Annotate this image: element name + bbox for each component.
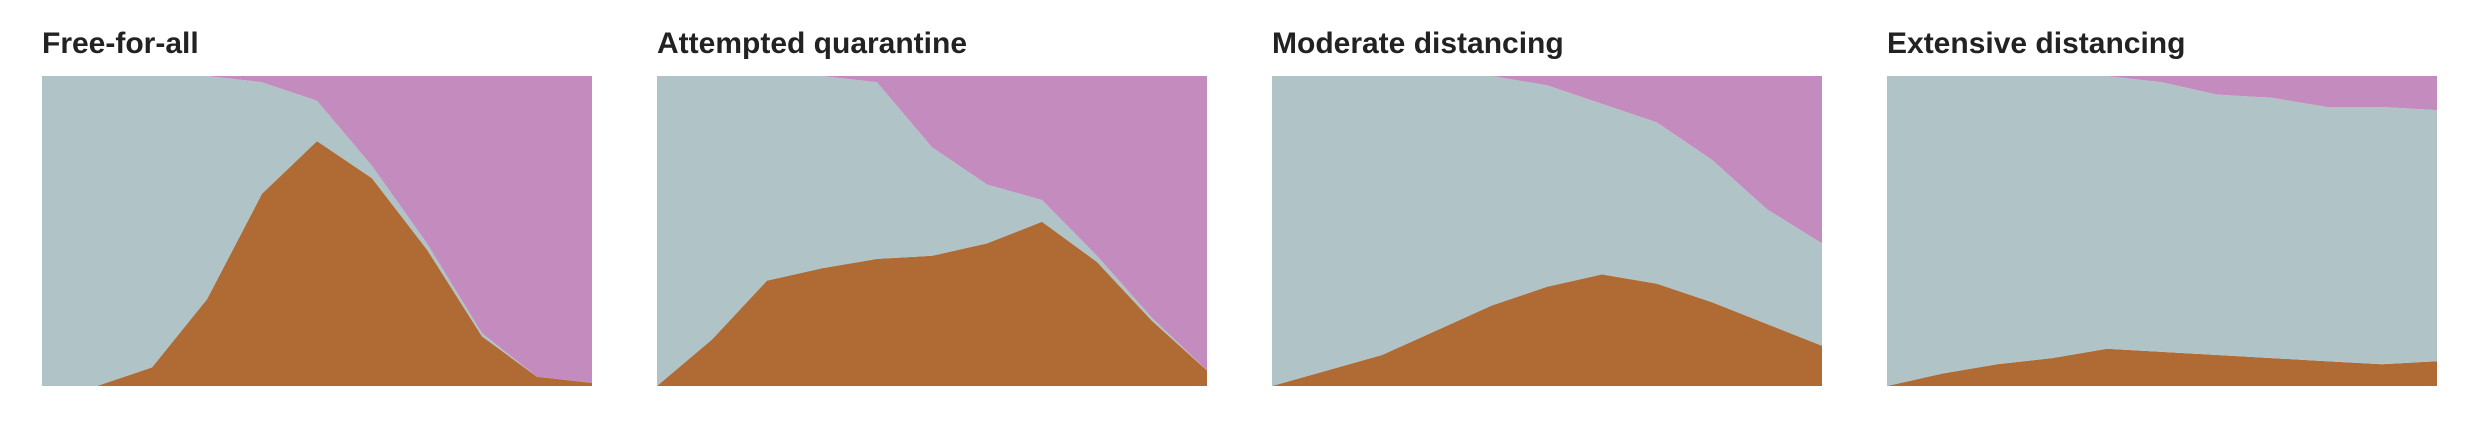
area-recovered	[1887, 76, 2437, 111]
chart-title: Attempted quarantine	[657, 27, 968, 60]
area-chart	[42, 76, 592, 386]
area-healthy	[1887, 76, 2437, 386]
area-healthy	[1272, 76, 1822, 386]
area-healthy	[42, 76, 592, 386]
chart-panel-free-for-all: Free-for-all	[42, 0, 592, 438]
area-sick	[1887, 348, 2437, 386]
area-sick	[1272, 274, 1822, 386]
area-sick	[42, 141, 592, 386]
area-recovered	[42, 76, 592, 383]
area-chart	[1887, 76, 2437, 386]
chart-panel-extensive-distancing: Extensive distancing	[1887, 0, 2437, 438]
area-recovered	[657, 76, 1207, 371]
area-sick	[657, 221, 1207, 386]
chart-panel-attempted-quarantine: Attempted quarantine	[657, 0, 1207, 438]
chart-title: Moderate distancing	[1272, 27, 1564, 60]
area-healthy	[657, 76, 1207, 386]
chart-panel-moderate-distancing: Moderate distancing	[1272, 0, 1822, 438]
area-chart	[1272, 76, 1822, 386]
area-chart	[657, 76, 1207, 386]
chart-title: Extensive distancing	[1887, 27, 2186, 60]
area-recovered	[1272, 76, 1822, 244]
chart-title: Free-for-all	[42, 27, 199, 60]
